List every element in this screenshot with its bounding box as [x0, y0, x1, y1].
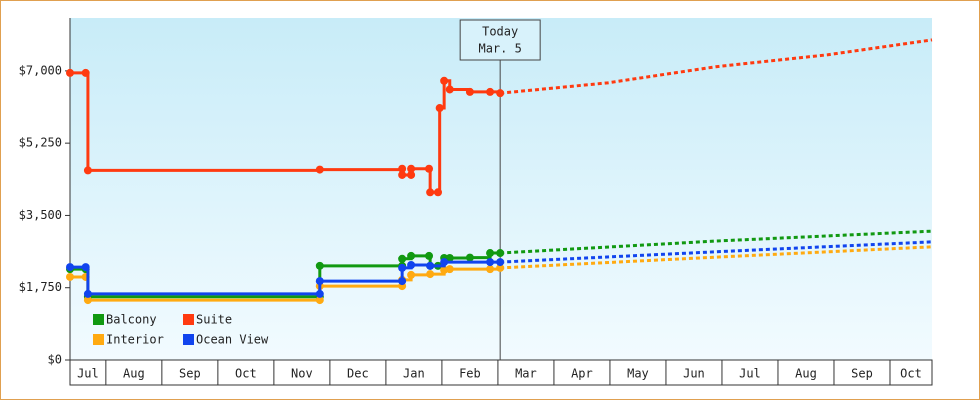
data-point — [465, 253, 474, 262]
today-box — [459, 19, 541, 61]
data-point — [407, 170, 416, 179]
data-point — [83, 296, 92, 305]
x-tick-label: May — [627, 367, 649, 381]
legend-label: Ocean View — [196, 333, 269, 347]
data-point — [435, 104, 444, 113]
data-point — [407, 261, 416, 269]
y-tick-label: $0 — [48, 353, 62, 367]
legend-swatch — [93, 314, 104, 325]
data-point — [433, 188, 442, 197]
x-tick-label: Feb — [459, 367, 481, 381]
x-tick-label: Aug — [123, 367, 145, 381]
data-point — [315, 277, 324, 286]
forecast-line — [500, 229, 933, 255]
x-tick-label: Mar — [515, 367, 537, 381]
data-point — [486, 265, 495, 274]
data-point — [398, 263, 407, 272]
x-tick-label: Jun — [683, 367, 705, 381]
data-point — [398, 277, 407, 286]
y-tick-label: $3,500 — [19, 208, 62, 222]
x-tick-label: Sep — [851, 367, 873, 381]
legend-swatch — [93, 334, 104, 345]
data-point — [445, 85, 454, 94]
x-tick-label: Nov — [291, 367, 313, 381]
data-point — [315, 165, 324, 174]
x-tick-label: Jul — [739, 367, 761, 381]
legend-label: Balcony — [106, 313, 157, 327]
data-point — [496, 258, 505, 267]
y-tick-label: $5,250 — [19, 136, 62, 150]
data-point — [398, 170, 407, 179]
plot-area — [70, 18, 932, 360]
forecast-line — [500, 38, 933, 95]
x-tick-label: Oct — [900, 367, 922, 381]
today-label: Mar. 5 — [478, 42, 521, 56]
x-tick-label: Sep — [179, 367, 201, 381]
data-point — [426, 270, 435, 279]
x-tick-label: Oct — [235, 367, 257, 381]
data-point — [315, 261, 324, 270]
data-point — [440, 258, 449, 267]
forecast-line — [500, 240, 933, 264]
x-tick-label: Apr — [571, 367, 593, 381]
x-tick-label: Dec — [347, 367, 369, 381]
data-point — [81, 68, 90, 77]
legend-swatch — [183, 314, 194, 325]
data-point — [486, 249, 495, 258]
data-point — [83, 289, 92, 298]
legend-swatch — [183, 334, 194, 345]
data-point — [496, 89, 505, 98]
today-label: Today — [482, 25, 518, 39]
data-point — [426, 261, 435, 270]
y-tick-label: $7,000 — [19, 63, 62, 77]
data-point — [486, 258, 495, 267]
data-point — [496, 263, 505, 272]
data-point — [425, 251, 434, 260]
data-point — [496, 249, 505, 258]
data-point — [66, 68, 74, 77]
data-point — [81, 263, 90, 272]
data-point — [83, 166, 92, 175]
data-point — [465, 87, 474, 96]
x-tick-label: Aug — [795, 367, 817, 381]
forecast-line — [500, 245, 933, 270]
data-point — [66, 263, 74, 272]
data-point — [445, 265, 454, 274]
legend-label: Interior — [106, 333, 164, 347]
x-axis-band — [69, 359, 933, 386]
data-point — [486, 87, 495, 96]
x-tick-label: Jul — [77, 367, 99, 381]
data-point — [440, 76, 449, 85]
data-point — [407, 164, 416, 173]
legend-label: Suite — [196, 313, 232, 327]
y-tick-label: $1,750 — [19, 280, 62, 294]
data-point — [445, 253, 454, 262]
data-point — [315, 289, 324, 298]
data-point — [398, 164, 407, 173]
data-point — [426, 188, 435, 197]
data-point — [66, 272, 74, 281]
data-point — [315, 296, 324, 305]
data-point — [407, 270, 416, 279]
data-point — [425, 164, 434, 173]
data-point — [398, 254, 407, 263]
data-point — [407, 251, 416, 260]
x-tick-label: Jan — [403, 367, 425, 381]
